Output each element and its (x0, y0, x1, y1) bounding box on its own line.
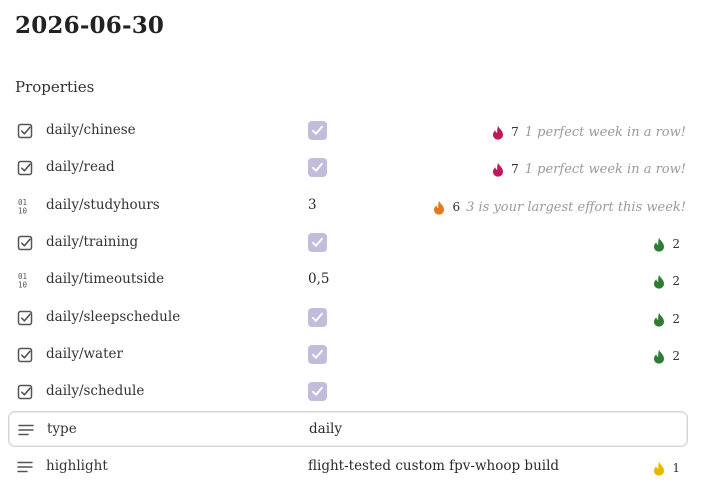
flame-icon (654, 461, 665, 476)
property-row[interactable]: 01 10 daily/studyhours 3 6 3 is your largest … (8, 188, 688, 224)
checkbox-icon[interactable] (16, 159, 34, 177)
flame-icon (654, 237, 665, 252)
property-name[interactable]: daily/water (46, 346, 123, 362)
streak-count: 6 (452, 200, 461, 214)
streak-indicator: 2 (653, 310, 686, 328)
checkmark-icon (312, 237, 323, 247)
property-row[interactable]: daily/water 2 (8, 337, 688, 373)
property-name[interactable]: highlight (46, 458, 108, 474)
streak-count: 2 (672, 274, 680, 288)
property-value[interactable]: daily (309, 421, 342, 437)
streak-count: 2 (672, 349, 680, 363)
streak-count: 7 (511, 125, 519, 139)
checkbox-icon[interactable] (16, 309, 34, 327)
property-row[interactable]: daily/chinese 7 1 perfect week in a row! (8, 113, 688, 149)
property-checkbox[interactable] (308, 233, 327, 252)
streak-indicator: 7 1 perfect week in a row! (492, 123, 686, 141)
property-row[interactable]: daily/sleepschedule 2 (8, 300, 688, 336)
flame-icon (434, 200, 445, 215)
checkmark-icon (312, 312, 323, 322)
svg-text:10: 10 (18, 207, 28, 216)
property-row[interactable]: highlight flight-tested custom fpv-whoop … (8, 449, 688, 485)
checkbox-icon[interactable] (16, 122, 34, 140)
property-name[interactable]: daily/read (46, 159, 115, 175)
checkbox-icon[interactable] (16, 234, 34, 252)
property-value[interactable]: 3 (308, 197, 317, 213)
property-row[interactable]: daily/training 2 (8, 225, 688, 261)
property-value[interactable]: flight-tested custom fpv-whoop build (308, 458, 560, 474)
flame-icon (654, 274, 665, 289)
property-name[interactable]: daily/chinese (46, 122, 136, 138)
property-checkbox[interactable] (308, 308, 327, 327)
streak-count: 2 (672, 237, 680, 251)
checkmark-icon (312, 162, 323, 172)
streak-indicator: 1 (653, 459, 686, 477)
property-row[interactable]: daily/read 7 1 perfect week in a row! (8, 150, 688, 186)
streak-message: 1 perfect week in a row! (524, 124, 686, 140)
svg-text:01: 01 (18, 198, 27, 207)
streak-indicator: 7 1 perfect week in a row! (492, 160, 686, 178)
flame-icon (493, 162, 504, 177)
property-row[interactable]: daily/schedule (8, 374, 688, 410)
property-name[interactable]: type (47, 421, 77, 437)
streak-indicator: 2 (653, 272, 686, 290)
property-checkbox[interactable] (308, 121, 327, 140)
checkbox-icon[interactable] (16, 383, 34, 401)
property-name[interactable]: daily/timeoutside (46, 271, 165, 287)
checkmark-icon (312, 349, 323, 359)
streak-message: 1 perfect week in a row! (524, 161, 686, 177)
streak-count: 1 (672, 461, 680, 475)
streak-indicator: 6 3 is your largest effort this week! (433, 198, 686, 216)
svg-text:10: 10 (18, 281, 28, 290)
property-name[interactable]: daily/training (46, 234, 139, 250)
streak-message: 3 is your largest effort this week! (466, 199, 686, 215)
flame-icon (654, 349, 665, 364)
property-checkbox[interactable] (308, 345, 327, 364)
svg-text:01: 01 (18, 272, 27, 281)
checkmark-icon (312, 386, 323, 396)
flame-icon (654, 312, 665, 327)
properties-heading[interactable]: Properties (15, 78, 95, 96)
property-row[interactable]: 01 10 daily/timeoutside 0,5 2 (8, 262, 688, 298)
property-value[interactable]: 0,5 (308, 271, 330, 287)
streak-count: 7 (511, 162, 519, 176)
checkbox-icon[interactable] (16, 346, 34, 364)
page-title: 2026-06-30 (15, 12, 165, 39)
property-name[interactable]: daily/sleepschedule (46, 309, 181, 325)
streak-indicator: 2 (653, 235, 686, 253)
flame-icon (493, 125, 504, 140)
property-row[interactable]: type daily (8, 411, 688, 447)
streak-count: 2 (672, 312, 680, 326)
property-name[interactable]: daily/studyhours (46, 197, 160, 213)
text-lines-icon[interactable] (16, 458, 34, 476)
property-checkbox[interactable] (308, 158, 327, 177)
property-checkbox[interactable] (308, 382, 327, 401)
property-name[interactable]: daily/schedule (46, 383, 145, 399)
streak-indicator: 2 (653, 347, 686, 365)
checkmark-icon (312, 125, 323, 135)
text-lines-icon[interactable] (17, 421, 35, 439)
